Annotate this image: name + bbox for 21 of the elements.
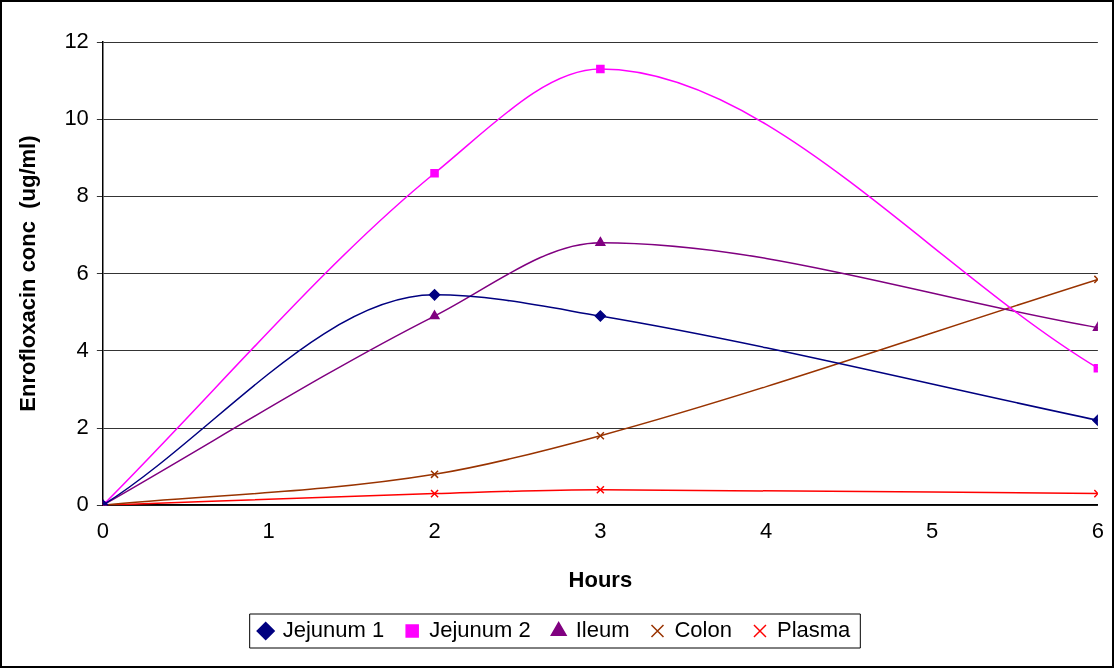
x-tick-label: 6 xyxy=(1091,518,1105,544)
y-tick-label: 4 xyxy=(76,336,89,362)
x-tick-label: 0 xyxy=(96,518,109,544)
legend-label: Plasma xyxy=(776,617,852,643)
x-tick-label: 2 xyxy=(428,518,441,544)
legend-label: Jejunum 2 xyxy=(429,617,531,643)
x-tick-label: 1 xyxy=(262,518,275,544)
x-axis-title: Hours xyxy=(568,566,633,592)
legend-label: Ileum xyxy=(575,617,630,643)
y-axis-title: Enrofloxacin conc (ug/ml) xyxy=(15,135,41,412)
y-tick-label: 0 xyxy=(76,491,89,517)
x-tick-label: 4 xyxy=(760,518,773,544)
y-tick-label: 12 xyxy=(64,28,89,54)
y-tick-label: 10 xyxy=(64,105,89,131)
y-tick-label: 2 xyxy=(76,414,89,440)
legend-label: Jejunum 1 xyxy=(282,617,385,643)
y-tick-label: 8 xyxy=(76,182,89,208)
y-tick-label: 6 xyxy=(76,259,89,285)
x-tick-label: 3 xyxy=(594,518,607,544)
legend-label: Colon xyxy=(674,617,732,643)
x-tick-label: 5 xyxy=(925,518,939,544)
